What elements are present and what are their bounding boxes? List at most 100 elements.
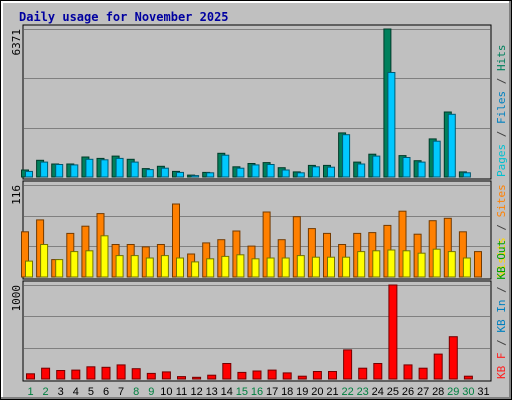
bar	[296, 255, 305, 278]
day-label: 4	[73, 386, 79, 398]
bar	[281, 257, 290, 278]
day-label: 26	[402, 386, 414, 398]
y-max-label: 1000	[10, 285, 23, 312]
day-label: 20	[311, 386, 323, 398]
bar	[417, 252, 426, 278]
bar	[433, 353, 443, 380]
bar	[86, 366, 96, 380]
bar	[448, 336, 458, 380]
day-label: 19	[296, 386, 308, 398]
bar	[432, 140, 441, 178]
legend-entry: Sites	[495, 184, 508, 224]
bar	[130, 255, 139, 278]
bar	[447, 113, 456, 178]
chart-panels: 6371 Pages / Files / Hits 116 Visits / Site…	[10, 24, 508, 382]
bar	[41, 367, 51, 380]
bar	[130, 161, 139, 178]
bar	[40, 244, 49, 278]
day-label: 6	[103, 386, 109, 398]
bar	[85, 158, 94, 178]
bar	[373, 363, 383, 380]
day-label: 17	[266, 386, 278, 398]
day-label: 12	[190, 386, 202, 398]
bar	[296, 172, 305, 178]
bar	[311, 256, 320, 278]
bar	[387, 249, 396, 278]
y-max-label: 6371	[10, 29, 23, 56]
bar	[71, 369, 81, 380]
kb_panel: 1000 KB F / KB In / KB Out	[10, 240, 508, 382]
day-label: 10	[160, 386, 172, 398]
bar	[115, 255, 124, 278]
bar	[327, 166, 335, 178]
bar	[266, 164, 275, 178]
day-label: 16	[251, 386, 263, 398]
day-label: 15	[236, 386, 248, 398]
bar	[432, 248, 441, 278]
y-max-label: 116	[10, 185, 23, 205]
legend-entry: /	[495, 131, 508, 144]
bar	[267, 369, 277, 380]
bar	[207, 374, 217, 380]
day-label: 23	[357, 386, 369, 398]
day-label: 7	[118, 386, 124, 398]
bar	[357, 163, 366, 178]
bar	[281, 169, 290, 178]
day-label: 22	[341, 386, 353, 398]
bar	[358, 367, 368, 380]
bar	[160, 167, 169, 178]
bar	[297, 375, 307, 380]
bar	[161, 371, 171, 380]
bar	[237, 371, 247, 380]
day-label: 29	[447, 386, 459, 398]
legend-entry: Out	[495, 240, 508, 267]
day-label: 2	[43, 386, 49, 398]
bar	[221, 154, 230, 178]
legend: Visits / Sites	[495, 184, 508, 277]
bar	[236, 167, 245, 178]
day-label: 21	[326, 386, 338, 398]
day-label: 27	[417, 386, 429, 398]
bar	[56, 370, 66, 380]
legend-entry: /	[495, 224, 508, 237]
day-label: 18	[281, 386, 293, 398]
bar	[463, 375, 473, 380]
day-label: 11	[176, 386, 187, 398]
bar	[342, 134, 351, 178]
day-label: 13	[206, 386, 218, 398]
bar	[282, 372, 292, 380]
bar	[131, 368, 141, 380]
day-label: 9	[148, 386, 154, 398]
bar	[447, 251, 456, 278]
bar	[145, 169, 154, 178]
bar	[101, 366, 111, 380]
bar	[192, 376, 202, 380]
bar	[115, 157, 124, 178]
legend-entry: Files	[495, 91, 508, 131]
bar	[474, 251, 482, 278]
legend-entry: Hits	[495, 45, 508, 78]
bar	[55, 164, 64, 178]
bar	[191, 175, 200, 178]
day-label: 25	[387, 386, 399, 398]
chart-title: Daily usage for November 2025	[19, 10, 229, 24]
bar	[327, 256, 335, 278]
legend-entry: /	[495, 339, 508, 352]
bar	[251, 258, 260, 278]
bar	[402, 157, 411, 178]
bar	[462, 257, 471, 278]
bar	[100, 235, 109, 278]
plot-area	[22, 24, 492, 180]
bar	[343, 349, 353, 380]
legend-entry: KB	[495, 365, 508, 379]
bar	[403, 364, 413, 380]
bar	[251, 164, 260, 178]
bar	[70, 251, 79, 278]
day-label: 8	[133, 386, 139, 398]
bar	[418, 367, 428, 380]
day-label: 5	[88, 386, 94, 398]
bar	[417, 161, 426, 178]
bar	[236, 254, 245, 278]
